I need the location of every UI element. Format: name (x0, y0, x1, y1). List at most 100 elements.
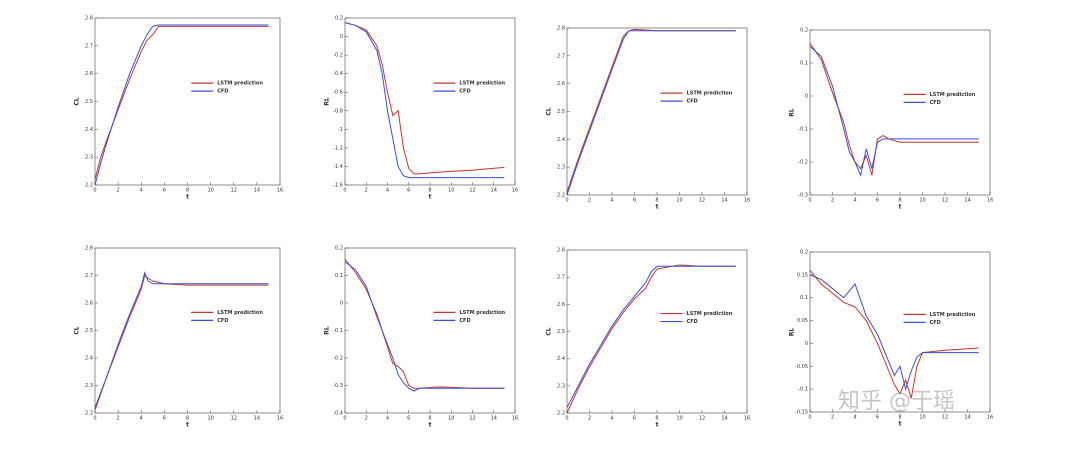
y-tick-label: 2.5 (85, 99, 93, 105)
x-tick-label: 4 (853, 198, 856, 204)
x-tick-label: 10 (919, 198, 925, 204)
x-tick-label: 16 (277, 416, 283, 422)
plot-frame (809, 29, 991, 196)
plot-frame (94, 17, 281, 186)
y-tick-label: 2.3 (85, 383, 93, 389)
x-tick-label: 6 (876, 415, 879, 421)
x-axis-label: t (186, 194, 189, 201)
x-tick-label: 8 (186, 188, 189, 194)
plot-frame (809, 251, 991, 413)
x-tick-label: 4 (140, 188, 143, 194)
x-tick-label: 2 (588, 198, 591, 204)
x-tick-label: 6 (633, 198, 636, 204)
y-tick-label: 2.7 (85, 43, 93, 49)
y-tick-label: -0.3 (333, 383, 343, 389)
x-tick-label: 4 (140, 416, 143, 422)
y-axis-label: RL (324, 326, 331, 335)
x-tick-label: 10 (207, 416, 213, 422)
y-tick-label: -1.4 (333, 164, 343, 170)
x-tick-label: 2 (588, 416, 591, 422)
series-line (94, 24, 269, 186)
x-tick-label: 6 (633, 416, 636, 422)
y-axis-label: CL (74, 326, 81, 334)
y-tick-label: -0.6 (333, 90, 343, 96)
y-tick-label: -0.1 (798, 127, 808, 133)
x-tick-label: 8 (428, 416, 431, 422)
x-tick-label: 8 (898, 198, 901, 204)
legend-label: LSTM prediction (217, 81, 263, 87)
x-axis-label: t (656, 422, 659, 429)
x-tick-label: 14 (964, 198, 970, 204)
plot-frame (566, 249, 748, 414)
y-axis-label: CL (74, 97, 81, 105)
x-tick-label: 16 (277, 188, 283, 194)
y-tick-label: 0.1 (800, 295, 808, 301)
y-tick-label: -0.2 (333, 356, 343, 362)
x-tick-label: 12 (231, 416, 237, 422)
y-tick-label: 0.2 (800, 28, 808, 34)
x-tick-label: 10 (448, 416, 454, 422)
y-tick-label: -1.6 (333, 183, 343, 189)
legend-label: CFD (930, 100, 941, 106)
y-tick-label: -0.8 (333, 108, 343, 114)
x-tick-label: 6 (407, 416, 410, 422)
y-tick-label: -1.2 (333, 145, 343, 151)
y-tick-label: 0.2 (335, 16, 343, 22)
x-tick-label: 12 (469, 188, 475, 194)
x-tick-label: 12 (699, 198, 705, 204)
legend-label: CFD (217, 89, 228, 95)
legend-label: LSTM prediction (687, 311, 733, 317)
x-tick-label: 2 (365, 188, 368, 194)
x-tick-label: 10 (676, 416, 682, 422)
series-line (809, 269, 979, 399)
legend-label: LSTM prediction (687, 91, 733, 97)
x-axis-label: t (899, 421, 902, 428)
x-axis-label: t (429, 194, 432, 201)
y-tick-label: 2.6 (85, 301, 93, 307)
y-tick-label: 2.5 (85, 328, 93, 334)
legend-label: CFD (930, 320, 941, 326)
y-tick-label: 2.4 (557, 137, 565, 143)
series-line (566, 264, 736, 414)
series-line (94, 271, 269, 408)
plot-frame (94, 247, 281, 414)
x-tick-label: 14 (491, 416, 497, 422)
y-axis-label: RL (789, 108, 796, 117)
y-tick-label: 2.6 (557, 302, 565, 308)
x-tick-label: 2 (117, 416, 120, 422)
y-tick-label: 2.6 (557, 81, 565, 87)
y-tick-label: 0 (805, 341, 808, 347)
x-tick-label: 8 (186, 416, 189, 422)
series-line (344, 258, 505, 389)
x-tick-label: 4 (610, 416, 613, 422)
y-tick-label: -0.05 (795, 364, 808, 370)
series-line (566, 30, 736, 196)
watermark: 知乎 @于瑶 (838, 389, 955, 414)
x-tick-label: 8 (655, 198, 658, 204)
y-tick-label: -0.2 (333, 53, 343, 59)
x-tick-label: 12 (231, 188, 237, 194)
x-tick-label: 14 (254, 188, 260, 194)
x-tick-label: 14 (491, 188, 497, 194)
legend-label: LSTM prediction (459, 81, 505, 87)
plot-frame (566, 27, 748, 196)
y-tick-label: 2.4 (85, 127, 93, 133)
x-tick-label: 2 (117, 188, 120, 194)
x-tick-label: 0 (93, 188, 96, 194)
legend-label: CFD (687, 319, 698, 325)
y-tick-label: 2.7 (557, 275, 565, 281)
y-tick-label: 0.15 (797, 272, 808, 278)
x-tick-label: 6 (876, 198, 879, 204)
series-line (809, 42, 979, 176)
y-tick-label: 2.8 (85, 16, 93, 22)
y-tick-label: 0.2 (335, 246, 343, 252)
series-line (809, 46, 979, 177)
x-tick-label: 0 (93, 416, 96, 422)
legend-label: CFD (459, 89, 470, 95)
x-tick-label: 12 (699, 416, 705, 422)
y-tick-label: 2.8 (85, 246, 93, 252)
y-axis-label: RL (324, 97, 331, 106)
y-tick-label: 2.3 (557, 165, 565, 171)
x-tick-label: 0 (565, 198, 568, 204)
